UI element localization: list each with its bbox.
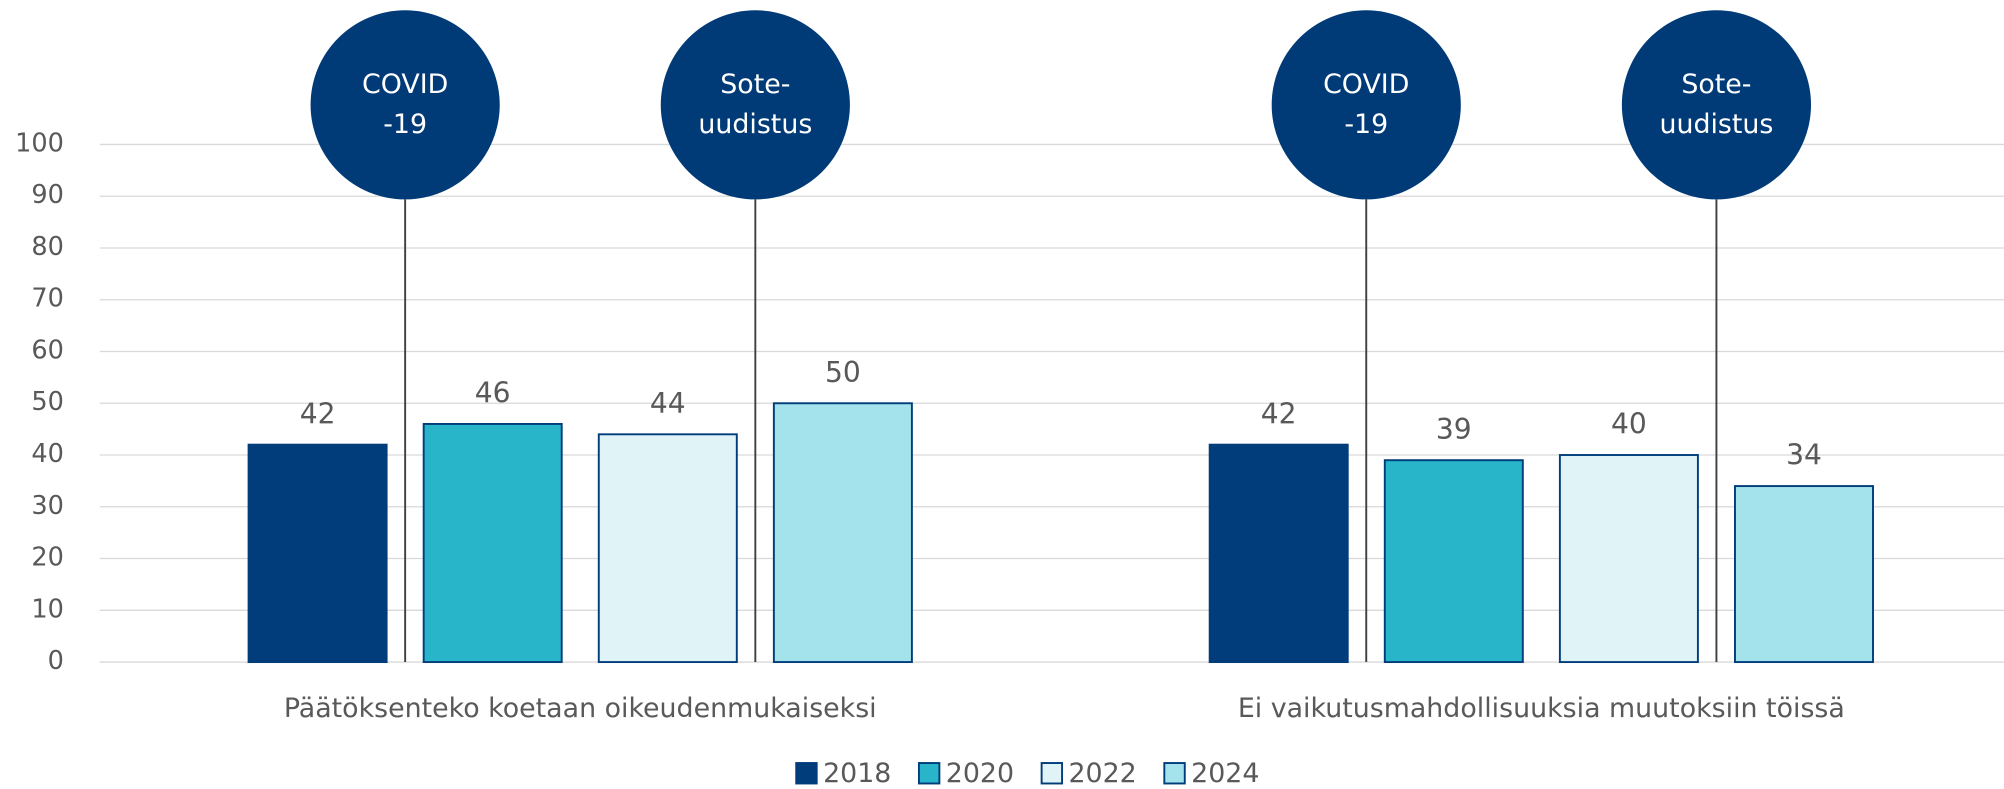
bar (1558, 454, 1699, 664)
data-label: 40 (1611, 408, 1647, 441)
x-tick-label: Päätöksenteko koetaan oikeudenmukaiseksi (284, 693, 877, 724)
data-label: 34 (1786, 439, 1822, 472)
y-tick-label: 10 (31, 594, 64, 624)
y-tick-label: 60 (31, 335, 64, 365)
bar (1734, 485, 1874, 664)
annotation-text: COVID (1323, 69, 1409, 100)
annotation-circle (660, 10, 850, 200)
bar (247, 443, 388, 664)
y-tick-label: 80 (31, 232, 64, 262)
legend-label: 2018 (823, 758, 891, 789)
annotation-text: -19 (383, 109, 427, 140)
bar (1208, 443, 1349, 664)
y-tick-label: 30 (31, 491, 64, 521)
annotation-text: uudistus (698, 109, 812, 140)
data-label: 50 (825, 356, 861, 389)
x-tick-label: Ei vaikutusmahdollisuuksia muutoksiin tö… (1238, 693, 1845, 724)
legend-swatch (1163, 762, 1186, 785)
data-label: 42 (300, 397, 336, 430)
legend-swatch (795, 762, 818, 785)
annotation-text: -19 (1344, 109, 1388, 140)
legend-swatch (917, 762, 941, 785)
bar (772, 402, 913, 664)
legend-label: 2022 (1068, 758, 1136, 789)
y-tick-label: 20 (31, 543, 64, 573)
y-tick-label: 70 (31, 284, 64, 314)
data-label: 42 (1261, 397, 1297, 430)
data-label: 44 (650, 387, 686, 420)
annotation-text: Sote- (720, 69, 790, 100)
annotation-text: Sote- (1681, 69, 1751, 100)
annotation-text: COVID (362, 69, 448, 100)
bar (422, 423, 563, 664)
annotation-text: uudistus (1659, 109, 1773, 140)
bar (1383, 459, 1524, 664)
legend-label: 2024 (1191, 758, 1259, 789)
annotation-circle (310, 10, 500, 200)
annotation-circle (1621, 10, 1812, 200)
data-label: 46 (475, 377, 511, 410)
y-tick-label: 90 (31, 180, 64, 210)
bar (597, 433, 738, 664)
legend-label: 2020 (946, 758, 1014, 789)
data-label: 39 (1436, 413, 1472, 446)
annotation-circle (1271, 10, 1461, 200)
y-tick-label: 50 (31, 387, 64, 417)
y-tick-label: 100 (15, 128, 64, 158)
y-tick-label: 40 (31, 439, 64, 469)
legend-swatch (1040, 762, 1064, 785)
y-tick-label: 0 (48, 646, 64, 676)
